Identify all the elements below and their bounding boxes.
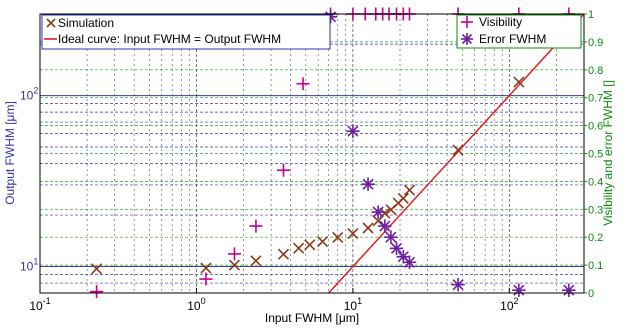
visibility-point [227,247,241,261]
simulation-point [293,242,305,254]
simulation-point [250,255,262,267]
legend-simulation-label: Simulation [58,16,114,30]
legend-left-box [41,14,331,50]
visibility-point [296,77,310,91]
ideal-curve-line [328,13,585,294]
legend-simulation-marker [46,18,56,28]
simulation-point [452,144,464,156]
visibility-point [276,163,290,177]
visibility-point [90,285,104,299]
y-right-tick-label: 0.2 [588,232,603,244]
y-right-tick-label: 0 [588,288,594,300]
simulation-point [347,227,359,240]
simulation-point [317,235,329,248]
simulation-point [397,192,409,205]
legend-visibility-label: Visibility [479,15,522,29]
visibility-point [249,219,263,233]
legend-left: Simulation Ideal curve: Input FWHM = Out… [41,14,331,50]
simulation-point [332,231,344,243]
simulation-point [91,263,103,275]
error-fwhm-point [389,241,404,256]
y-right-tick-label: 0.9 [588,37,603,49]
y-right-tick-label: 0.6 [588,121,603,133]
x-tick-label: 10-1 [29,296,50,313]
simulation-point [277,248,290,260]
error-fwhm-point [384,230,398,244]
legend-visibility-marker [461,16,473,28]
legend-error-fwhm-marker [461,33,473,45]
legend-error-fwhm-label: Error FWHM [479,32,546,46]
simulation-point [403,184,416,196]
y-right-tick-label: 0.3 [588,204,603,216]
x-tick-label: 100 [187,296,205,313]
y-right-tick-label: 0.4 [588,176,603,188]
simulation-point [200,262,212,274]
y-right-tick-label: 1 [588,9,594,21]
simulation-point [228,259,241,271]
error-fwhm-point [512,283,526,297]
error-fwhm-point [402,255,417,270]
x-axis-label: Input FWHM [μm] [265,311,359,325]
error-fwhm-point [346,124,360,138]
simulation-point [362,222,374,234]
y-left-tick-label: 101 [20,257,38,274]
error-fwhm-point [378,219,392,233]
y-right-tick-label: 0.1 [588,260,603,272]
error-fwhm-point [396,249,411,264]
y-right-tick-label: 0.8 [588,65,603,77]
y-axis-left-label: Output FWHM [μm] [3,101,17,205]
x-tick-label: 102 [500,296,518,313]
y-right-tick-label: 0.5 [588,149,603,161]
marks-layer [90,7,576,299]
ticks-layer: 10-1 100 101 10210110200.10.20.30.40.50.60.… [20,9,603,313]
grid-layer [39,13,585,294]
simulation-point [513,76,525,88]
visibility-point [199,272,213,286]
y-axis-right-label: Visibility and error FWHM [] [601,80,615,226]
ideal-curve-layer [328,13,585,294]
error-fwhm-point [371,205,385,219]
legend-ideal-curve-label: Ideal curve: Input FWHM = Output FWHM [58,32,281,46]
y-left-tick-label: 102 [20,86,38,103]
y-right-tick-label: 0.7 [588,93,603,105]
legend-right: Visibility Error FWHM [456,14,582,49]
legend-right-box [456,14,582,49]
simulation-point [304,239,316,251]
error-fwhm-point [451,277,465,292]
error-fwhm-point [562,283,576,297]
error-fwhm-point [361,177,375,191]
